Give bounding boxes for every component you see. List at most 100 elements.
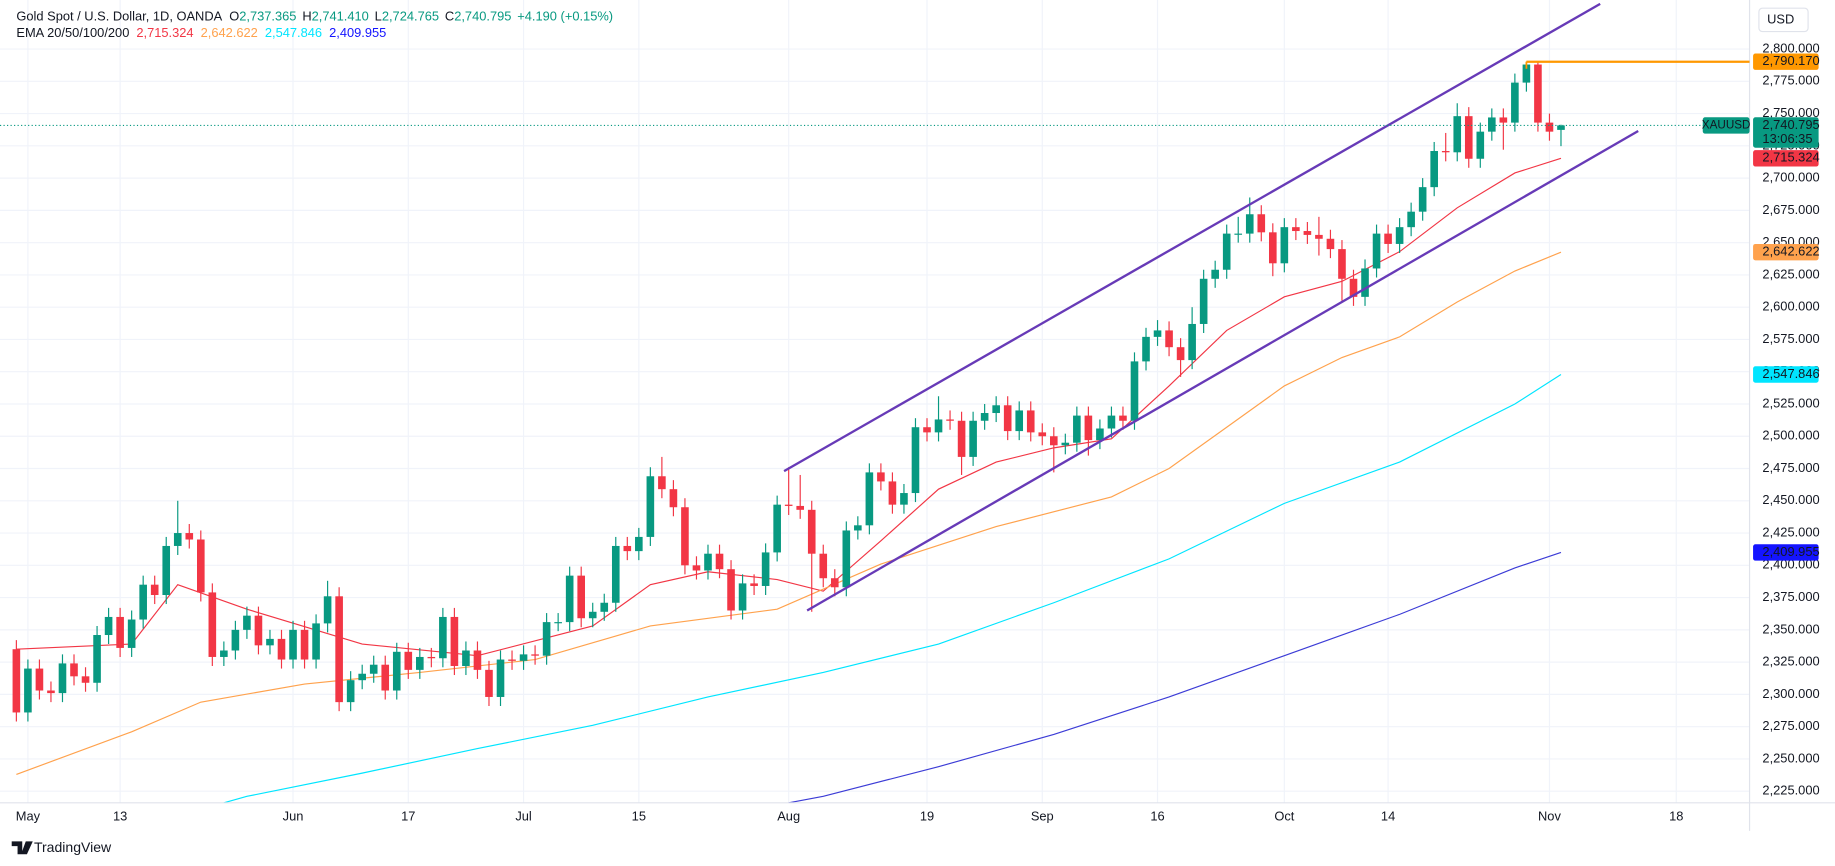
- ema-legend: EMA 20/50/100/200 2,715.324 2,642.622 2,547…: [16, 25, 386, 40]
- candle-body: [738, 583, 747, 611]
- ema-title: EMA 20/50/100/200: [16, 25, 129, 40]
- candle-body: [404, 651, 413, 670]
- candle-body: [1384, 233, 1392, 244]
- countdown: 13:06:35: [1762, 131, 1812, 146]
- candle-body: [1107, 415, 1116, 429]
- candle-body: [1464, 116, 1473, 159]
- candle-body: [635, 536, 643, 552]
- candle-body: [1153, 330, 1162, 337]
- ema-label: 2,409.955: [1762, 544, 1819, 559]
- ema-line: [788, 551, 1562, 803]
- candle-body: [139, 584, 147, 620]
- candle-body: [773, 504, 781, 553]
- candle-body: [692, 565, 701, 571]
- candle-body: [462, 650, 470, 666]
- ohlc-key: L: [375, 9, 382, 24]
- y-tick-label: 2,425.000: [1762, 524, 1819, 539]
- y-tick-label: 2,325.000: [1762, 654, 1819, 669]
- y-tick-label: 2,375.000: [1762, 589, 1819, 604]
- x-tick-label: May: [16, 808, 41, 823]
- ema-line: [223, 374, 1562, 803]
- ema-label: 2,715.324: [1762, 150, 1819, 165]
- candle-body: [669, 489, 678, 508]
- y-tick-label: 2,250.000: [1762, 750, 1819, 765]
- y-tick-label: 2,300.000: [1762, 686, 1819, 701]
- candle-body: [58, 663, 67, 694]
- candle-body: [646, 476, 655, 537]
- candle-body: [427, 656, 436, 659]
- candle-body: [24, 668, 32, 713]
- candle-body: [957, 420, 966, 457]
- candle-body: [1292, 227, 1300, 232]
- x-tick-label: Nov: [1538, 808, 1561, 823]
- candle-body: [830, 578, 839, 588]
- candle-body: [1049, 436, 1058, 446]
- candle-body: [312, 623, 320, 660]
- candle-body: [1096, 428, 1104, 441]
- candle-body: [1303, 231, 1312, 235]
- y-tick-label: 2,700.000: [1762, 170, 1819, 185]
- candle-body: [1165, 330, 1173, 348]
- level-box: [1753, 53, 1819, 70]
- y-tick-label: 2,525.000: [1762, 395, 1819, 410]
- candle-body: [1245, 214, 1254, 234]
- x-tick-label: Oct: [1274, 808, 1294, 823]
- candle-body: [81, 676, 90, 683]
- ema-value: 2,715.324: [136, 25, 193, 40]
- candle-body: [1372, 233, 1381, 269]
- candle-body: [1280, 227, 1289, 264]
- x-tick-label: 16: [1150, 808, 1164, 823]
- candle-body: [1315, 234, 1323, 239]
- candle-body: [1003, 405, 1012, 432]
- ema-line: [16, 157, 1562, 657]
- x-tick-label: 15: [632, 808, 646, 823]
- candle-body: [496, 659, 505, 697]
- channel-line: [783, 2, 1601, 473]
- candle-body: [104, 616, 113, 636]
- candle-body: [554, 622, 562, 624]
- candle-body: [1119, 415, 1127, 421]
- candle-body: [1061, 442, 1070, 446]
- candle-body: [243, 615, 251, 630]
- candle-body: [116, 616, 124, 648]
- candle-body: [588, 611, 597, 619]
- candle-body: [150, 584, 159, 596]
- y-tick-label: 2,675.000: [1762, 202, 1819, 217]
- candle-body: [1522, 64, 1531, 83]
- candle-body: [819, 553, 828, 579]
- x-tick-label: 17: [401, 808, 415, 823]
- ema-value: 2,547.846: [265, 25, 322, 40]
- y-tick-label: 2,450.000: [1762, 492, 1819, 507]
- candle-body: [1534, 64, 1542, 123]
- x-tick-label: Jun: [283, 808, 304, 823]
- currency-button[interactable]: [1758, 7, 1809, 33]
- candle-body: [623, 545, 632, 552]
- candle-body: [1476, 131, 1485, 159]
- candle-body: [969, 420, 977, 457]
- candle-body: [1038, 432, 1047, 437]
- candle-body: [1026, 410, 1035, 433]
- candle-body: [416, 656, 424, 670]
- candle-body: [750, 583, 758, 586]
- candle-body: [220, 650, 228, 657]
- candle-body: [531, 654, 539, 656]
- y-tick-label: 2,500.000: [1762, 428, 1819, 443]
- candle-body: [900, 493, 908, 505]
- candle-body: [715, 553, 724, 570]
- currency[interactable]: USD: [1767, 11, 1794, 26]
- x-tick-label: Sep: [1031, 808, 1054, 823]
- candle-body: [473, 650, 482, 670]
- candle-body: [93, 635, 101, 683]
- x-tick-label: 19: [920, 808, 934, 823]
- ema-value: 2,409.955: [329, 25, 386, 40]
- candle-body: [335, 596, 343, 703]
- y-tick-label: 2,350.000: [1762, 621, 1819, 636]
- candle-body: [1441, 151, 1450, 153]
- x-tick-label: 14: [1381, 808, 1395, 823]
- candle-body: [346, 680, 355, 703]
- candle-body: [1338, 249, 1346, 279]
- y-tick-label: 2,225.000: [1762, 783, 1819, 798]
- candle-body: [600, 602, 609, 612]
- candle-body: [35, 668, 44, 691]
